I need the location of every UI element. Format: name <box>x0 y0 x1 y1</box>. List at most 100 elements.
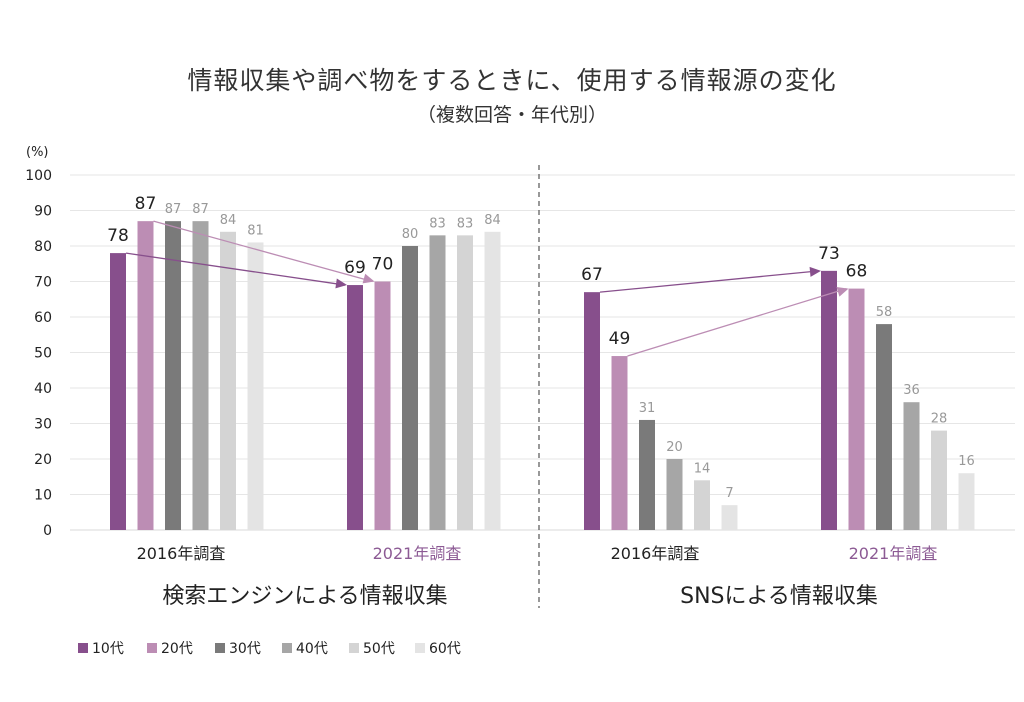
bar-60代-2016年調査 <box>247 242 264 530</box>
bar-50代-2021年調査 <box>931 430 947 530</box>
data-label: 87 <box>165 202 182 217</box>
legend-item-60代: 60代 <box>415 641 461 657</box>
arrowhead-20代 <box>836 287 849 297</box>
bar-60代-2016年調査 <box>721 505 738 530</box>
bar-50代-2021年調査 <box>457 235 473 530</box>
legend-item-50代: 50代 <box>349 641 395 657</box>
grid-layer <box>70 174 1015 531</box>
bar-60代-2021年調査 <box>484 231 501 531</box>
legend-label: 10代 <box>92 641 124 657</box>
bar-50代-2016年調査 <box>220 231 236 531</box>
chart-title: 情報収集や調べ物をするときに、使用する情報源の変化 <box>187 66 836 95</box>
bar-40代-2016年調査 <box>666 459 683 530</box>
arrowhead-10代 <box>809 266 821 277</box>
arrow-20代 <box>153 220 373 283</box>
y-tick-label: 20 <box>34 452 52 468</box>
y-tick-label: 100 <box>25 168 52 184</box>
data-label: 20 <box>666 440 683 455</box>
y-tick-label: 60 <box>34 310 52 326</box>
legend: 10代 20代 30代 40代 50代 60代 <box>78 641 461 657</box>
arrow-10代 <box>599 270 820 293</box>
bar-40代-2016年調査 <box>192 221 209 530</box>
bar-60代-2021年調査 <box>958 473 975 530</box>
y-tick-label: 30 <box>34 417 52 433</box>
data-label: 83 <box>429 216 446 231</box>
arrows-layer <box>125 220 849 357</box>
data-label: 58 <box>876 305 893 320</box>
data-label: 84 <box>220 213 237 228</box>
data-label: 87 <box>192 202 209 217</box>
category-label: 2021年調査 <box>373 544 462 563</box>
legend-label: 20代 <box>161 641 193 657</box>
legend-label: 30代 <box>229 641 261 657</box>
bar-30代-2016年調査 <box>165 221 181 530</box>
arrow-10代 <box>125 252 346 286</box>
legend-swatch <box>147 643 157 653</box>
bar-10代-2016年調査 <box>584 292 600 530</box>
legend-label: 60代 <box>429 641 461 657</box>
bar-30代-2021年調査 <box>876 324 892 530</box>
data-label: 83 <box>457 216 474 231</box>
y-axis-ticks: 0 10 20 30 40 50 60 70 80 90 100 <box>25 168 52 539</box>
data-label: 7 <box>725 486 733 501</box>
bar-20代-2021年調査 <box>848 288 865 530</box>
data-label: 81 <box>247 223 264 238</box>
panel-title: SNSによる情報収集 <box>680 584 878 609</box>
data-label: 67 <box>581 265 603 285</box>
data-label: 73 <box>818 244 840 264</box>
legend-swatch <box>415 643 425 653</box>
category-label: 2016年調査 <box>611 544 700 563</box>
bars-layer <box>110 221 975 531</box>
y-axis-unit: (%) <box>26 145 49 160</box>
category-label: 2021年調査 <box>849 544 938 563</box>
bar-30代-2016年調査 <box>639 419 655 530</box>
y-tick-label: 80 <box>34 239 52 255</box>
legend-swatch <box>349 643 359 653</box>
data-label: 28 <box>931 412 948 427</box>
legend-swatch <box>282 643 292 653</box>
data-label: 36 <box>903 383 920 398</box>
y-tick-label: 90 <box>34 204 52 220</box>
data-label: 14 <box>694 461 711 476</box>
y-tick-label: 40 <box>34 381 52 397</box>
legend-item-10代: 10代 <box>78 641 124 657</box>
y-tick-label: 0 <box>43 523 52 539</box>
data-label: 49 <box>609 329 631 349</box>
y-tick-label: 70 <box>34 275 52 291</box>
arrowhead-10代 <box>335 278 347 289</box>
legend-item-20代: 20代 <box>147 641 193 657</box>
bar-40代-2021年調査 <box>429 235 446 530</box>
legend-item-40代: 40代 <box>282 641 328 657</box>
legend-label: 40代 <box>296 641 328 657</box>
bar-10代-2016年調査 <box>110 253 126 530</box>
category-label: 2016年調査 <box>137 544 226 563</box>
panel-title: 検索エンジンによる情報収集 <box>162 584 447 609</box>
data-label: 84 <box>484 213 501 228</box>
data-label: 87 <box>135 194 157 214</box>
data-label: 78 <box>107 226 129 246</box>
arrow-20代 <box>627 287 847 357</box>
data-labels-layer: 78 69 87 70 87 80 87 83 84 83 81 84 67 73 49 68 31 58 20 36… <box>107 194 975 501</box>
bar-20代-2016年調査 <box>137 221 154 530</box>
chart-subtitle: （複数回答・年代別） <box>417 104 607 126</box>
data-label: 80 <box>402 227 419 242</box>
data-label: 31 <box>639 401 656 416</box>
legend-swatch <box>78 643 88 653</box>
data-label: 70 <box>372 255 394 275</box>
arrowhead-20代 <box>362 273 375 284</box>
bar-50代-2016年調査 <box>694 480 710 530</box>
legend-swatch <box>215 643 225 653</box>
bar-20代-2016年調査 <box>611 356 628 530</box>
bar-30代-2021年調査 <box>402 246 418 530</box>
legend-label: 50代 <box>363 641 395 657</box>
data-label: 16 <box>958 454 975 469</box>
legend-item-30代: 30代 <box>215 641 261 657</box>
data-label: 68 <box>846 262 868 282</box>
bar-10代-2021年調査 <box>821 270 837 530</box>
bar-20代-2021年調査 <box>374 281 391 530</box>
bar-40代-2021年調査 <box>903 402 920 530</box>
y-tick-label: 10 <box>34 488 52 504</box>
data-label: 69 <box>344 258 366 278</box>
